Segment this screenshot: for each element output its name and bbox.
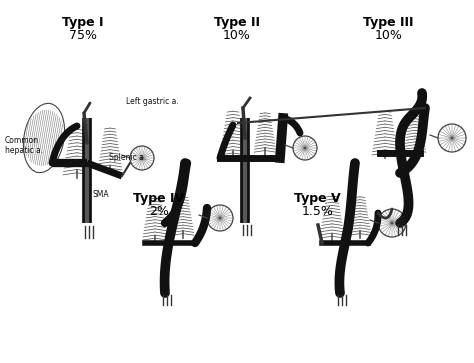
Text: 75%: 75%	[69, 29, 97, 42]
Text: 10%: 10%	[223, 29, 251, 42]
Text: Splenic a.: Splenic a.	[109, 154, 146, 162]
Text: 1.5%: 1.5%	[301, 205, 334, 219]
Text: Left gastric a.: Left gastric a.	[126, 97, 178, 106]
Text: 2%: 2%	[149, 205, 169, 219]
Text: Type II: Type II	[214, 16, 260, 29]
Text: SMA: SMA	[92, 190, 109, 199]
Text: 10%: 10%	[375, 29, 402, 42]
Text: Common
hepatic a.: Common hepatic a.	[5, 135, 43, 155]
Text: Type IV: Type IV	[133, 192, 184, 205]
Text: Type I: Type I	[62, 16, 104, 29]
Text: Type V: Type V	[294, 192, 341, 205]
Text: Type III: Type III	[364, 16, 414, 29]
